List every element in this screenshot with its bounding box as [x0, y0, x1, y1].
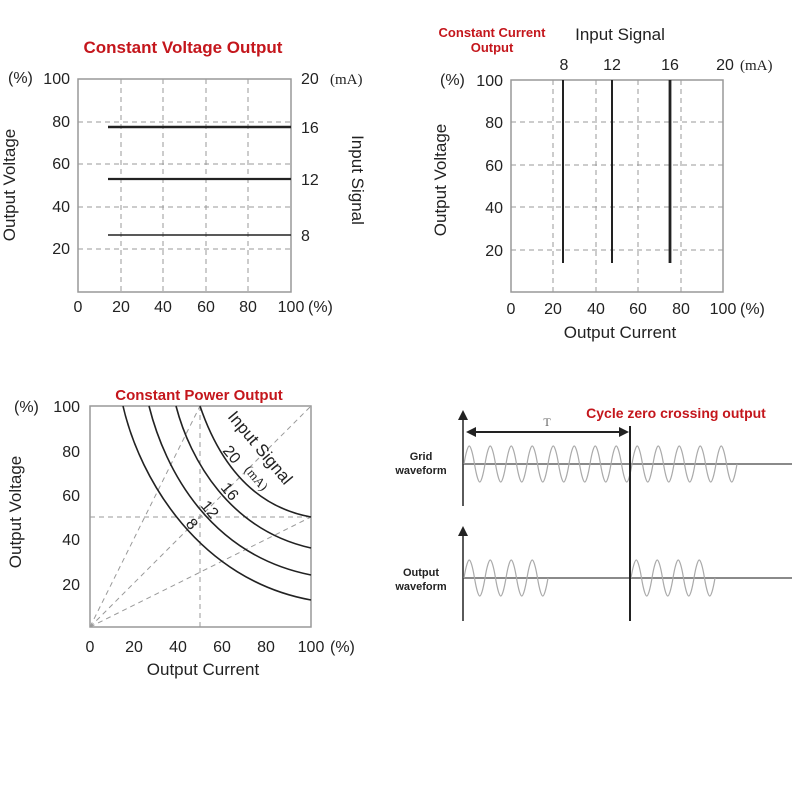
cv-y-tick: 100	[43, 71, 70, 88]
cc-x2-tick: 20	[716, 57, 734, 74]
cc-x2-tick: 12	[603, 57, 621, 74]
arrow-right-icon	[619, 427, 629, 437]
constant-power-chart: Constant Power Output Input Signal 20 (m…	[6, 387, 355, 679]
cc-x2-unit: (mA)	[740, 58, 773, 74]
cp-title: Constant Power Output	[115, 387, 283, 404]
cp-y-tick: 40	[62, 532, 80, 549]
cp-y-tick: 20	[62, 577, 80, 594]
constant-voltage-chart: Constant Voltage Output (%) 100 80 60 40…	[0, 38, 367, 316]
cc-y-unit: (%)	[440, 72, 465, 89]
cc-x-tick: 80	[672, 301, 690, 318]
cc-x-unit: (%)	[740, 301, 765, 318]
cv-title: Constant Voltage Output	[84, 38, 283, 57]
zc-output-label-1: Output	[403, 567, 439, 579]
cv-y2-tick: 20	[301, 71, 319, 88]
zc-title: Cycle zero crossing output	[586, 405, 766, 421]
cc-grid	[511, 80, 723, 292]
cv-y2-unit: (mA)	[330, 72, 363, 88]
cc-x-tick: 40	[587, 301, 605, 318]
cv-y2-tick: 16	[301, 120, 319, 137]
cv-y-unit: (%)	[8, 70, 33, 87]
arrow-up-icon	[458, 526, 468, 536]
cv-y2-tick: 8	[301, 228, 310, 245]
cc-y-tick: 40	[485, 200, 503, 217]
cv-x-unit: (%)	[308, 299, 333, 316]
cv-grid	[78, 79, 291, 292]
cc-x-tick: 20	[544, 301, 562, 318]
cv-x-tick: 0	[74, 299, 83, 316]
cp-curve-value-12: 12	[197, 498, 222, 523]
cc-x-tick: 0	[507, 301, 516, 318]
constant-current-chart: Constant Current Output Input Signal 8 1…	[431, 25, 773, 342]
cv-x-tick: 60	[197, 299, 215, 316]
cp-curve-16	[175, 405, 312, 549]
cc-x2-label: Input Signal	[575, 25, 665, 44]
zc-period-label: T	[543, 415, 551, 429]
zc-grid-label-2: waveform	[394, 465, 447, 477]
cc-plot-area	[510, 79, 724, 293]
cp-curve-8	[122, 405, 312, 601]
cc-y-tick: 100	[476, 73, 503, 90]
cp-x-label: Output Current	[147, 660, 260, 679]
cv-x-tick: 40	[154, 299, 172, 316]
cv-y2-label: Input Signal	[348, 135, 367, 225]
zc-grid-label-1: Grid	[410, 451, 433, 463]
cp-x-tick: 100	[298, 639, 325, 656]
arrow-left-icon	[466, 427, 476, 437]
cp-x-tick: 40	[169, 639, 187, 656]
arrow-up-icon	[458, 410, 468, 420]
cp-y-tick: 60	[62, 488, 80, 505]
zc-output-wave-1	[463, 559, 549, 597]
zc-grid-wave	[463, 445, 738, 483]
cv-y2-tick: 12	[301, 172, 319, 189]
cp-curve-20	[199, 405, 312, 518]
cc-y-tick: 20	[485, 243, 503, 260]
cp-y-tick: 80	[62, 444, 80, 461]
cp-reference-lines	[89, 405, 312, 628]
cc-x2-tick: 8	[560, 57, 569, 74]
cp-y-tick: 100	[53, 399, 80, 416]
cv-y-tick: 40	[52, 199, 70, 216]
cp-curve-value-8: 8	[182, 516, 201, 534]
cp-curve-value-20: 20	[219, 443, 244, 468]
cc-y-tick: 80	[485, 115, 503, 132]
zc-output-label-2: waveform	[394, 581, 447, 593]
cv-x-tick: 100	[278, 299, 305, 316]
cc-y-tick: 60	[485, 158, 503, 175]
cv-y-tick: 60	[52, 156, 70, 173]
cv-x-tick: 20	[112, 299, 130, 316]
cp-curve-value-16: 16	[217, 480, 242, 505]
cp-y-label: Output Voltage	[6, 456, 25, 568]
cc-x-tick: 100	[710, 301, 737, 318]
cc-x2-tick: 16	[661, 57, 679, 74]
cv-y-tick: 20	[52, 241, 70, 258]
cv-x-tick: 80	[239, 299, 257, 316]
cv-plot-area	[77, 78, 292, 293]
cp-y-unit: (%)	[14, 399, 39, 416]
cc-x-label: Output Current	[564, 323, 677, 342]
zc-output-wave-2	[630, 559, 716, 597]
cp-x-unit: (%)	[330, 639, 355, 656]
cc-y-label: Output Voltage	[431, 124, 450, 236]
cc-x-tick: 60	[629, 301, 647, 318]
cp-x-tick: 20	[125, 639, 143, 656]
cv-y-tick: 80	[52, 114, 70, 131]
cp-x-tick: 0	[86, 639, 95, 656]
cv-y-label: Output Voltage	[0, 129, 19, 241]
cc-title-line1: Constant Current	[439, 25, 547, 40]
zero-crossing-diagram: Cycle zero crossing output T Grid wavefo…	[394, 405, 792, 621]
cc-title-line2: Output	[471, 40, 514, 55]
cp-curve-12	[148, 405, 312, 576]
cp-x-tick: 80	[257, 639, 275, 656]
cp-x-tick: 60	[213, 639, 231, 656]
